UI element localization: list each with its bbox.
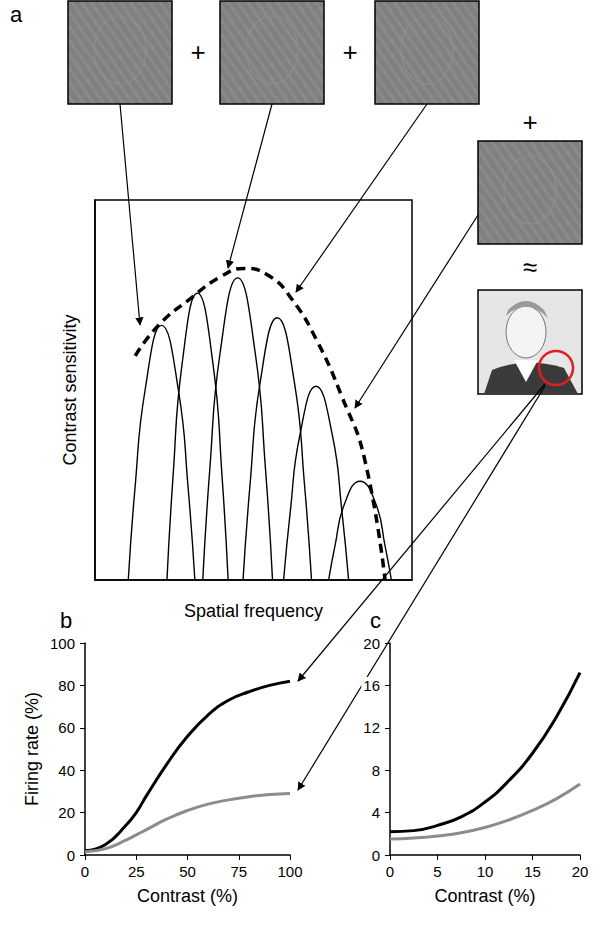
svg-text:5: 5 (433, 863, 441, 880)
html-text:a: a (10, 2, 23, 27)
html-text:c: c (370, 608, 381, 633)
svg-text:0: 0 (67, 847, 75, 864)
svg-text:Contrast sensitivity: Contrast sensitivity (60, 314, 80, 465)
svg-text:Contrast (%): Contrast (%) (137, 886, 238, 906)
svg-text:60: 60 (58, 719, 75, 736)
svg-text:4: 4 (372, 804, 380, 821)
svg-text:50: 50 (179, 863, 196, 880)
svg-text:16: 16 (363, 677, 380, 694)
svg-text:0: 0 (81, 863, 89, 880)
svg-text:Firing rate (%): Firing rate (%) (22, 692, 42, 806)
svg-text:100: 100 (50, 635, 75, 652)
svg-text:10: 10 (477, 863, 494, 880)
svg-text:0: 0 (386, 863, 394, 880)
svg-text:20: 20 (363, 635, 380, 652)
svg-text:20: 20 (572, 863, 589, 880)
svg-text:25: 25 (128, 863, 145, 880)
svg-text:40: 40 (58, 762, 75, 779)
svg-text:80: 80 (58, 677, 75, 694)
svg-text:Contrast (%): Contrast (%) (434, 886, 535, 906)
svg-text:12: 12 (363, 719, 380, 736)
svg-text:Spatial frequency: Spatial frequency (184, 601, 323, 621)
svg-text:100: 100 (277, 863, 302, 880)
svg-text:20: 20 (58, 804, 75, 821)
html-text:b: b (60, 608, 73, 633)
svg-text:0: 0 (372, 847, 380, 864)
svg-text:75: 75 (230, 863, 247, 880)
svg-text:8: 8 (372, 762, 380, 779)
svg-text:15: 15 (524, 863, 541, 880)
